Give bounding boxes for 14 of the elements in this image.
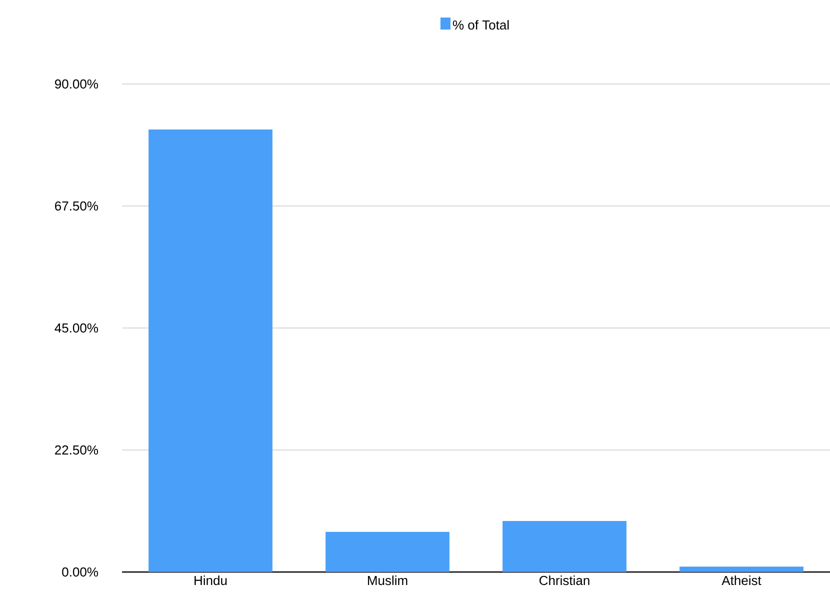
y-tick-label: 0.00% <box>62 567 98 577</box>
y-tick-label: 67.50% <box>55 201 98 211</box>
bar <box>680 566 804 572</box>
y-tick-label: 90.00% <box>54 79 98 89</box>
x-tick-label: Muslim <box>368 576 408 586</box>
bar <box>502 521 626 572</box>
y-tick-label: 45.00% <box>54 323 98 333</box>
x-tick-label: Christian <box>540 576 590 586</box>
legend-label: % of Total <box>452 20 509 30</box>
y-tick-label: 22.50% <box>55 445 98 455</box>
x-tick-label: Atheist <box>722 576 762 586</box>
bar <box>326 532 450 572</box>
x-tick-label: Hindu <box>194 576 227 586</box>
bar <box>148 130 272 572</box>
